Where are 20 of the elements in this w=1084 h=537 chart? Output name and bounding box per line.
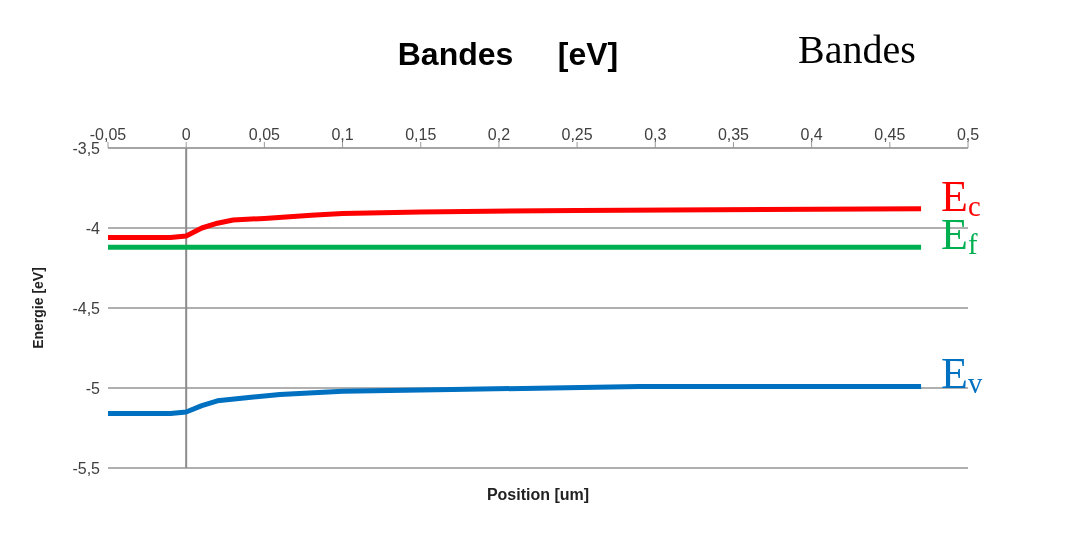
x-tick-label: 0,15 bbox=[405, 126, 437, 143]
x-tick-label: 0,25 bbox=[561, 126, 593, 143]
x-tick-label: 0,4 bbox=[800, 126, 823, 143]
y-axis-title: Energie [eV] bbox=[29, 267, 46, 349]
x-tick-label: 0,1 bbox=[331, 126, 354, 143]
y-tick-label: -4,5 bbox=[72, 299, 101, 317]
x-tick-label: 0 bbox=[181, 126, 191, 143]
x-tick-label: 0,2 bbox=[487, 126, 511, 143]
y-tick-label: -5 bbox=[85, 379, 101, 397]
x-tick-label: 0,3 bbox=[644, 126, 667, 143]
y-tick-label: -4 bbox=[85, 219, 101, 237]
chart-title: Bandes [eV] bbox=[397, 36, 619, 72]
text: Bandes bbox=[798, 26, 916, 73]
x-axis-title: Position [um] bbox=[486, 486, 590, 503]
series-label: E$_{v}$ bbox=[941, 349, 983, 400]
x-tick-label: 0,5 bbox=[956, 126, 980, 143]
x-tick-label: 0,35 bbox=[717, 126, 750, 143]
y-tick-label: -5,5 bbox=[72, 459, 101, 477]
x-tick-label: 0,05 bbox=[248, 126, 281, 143]
x-tick-label: 0,45 bbox=[874, 126, 906, 143]
